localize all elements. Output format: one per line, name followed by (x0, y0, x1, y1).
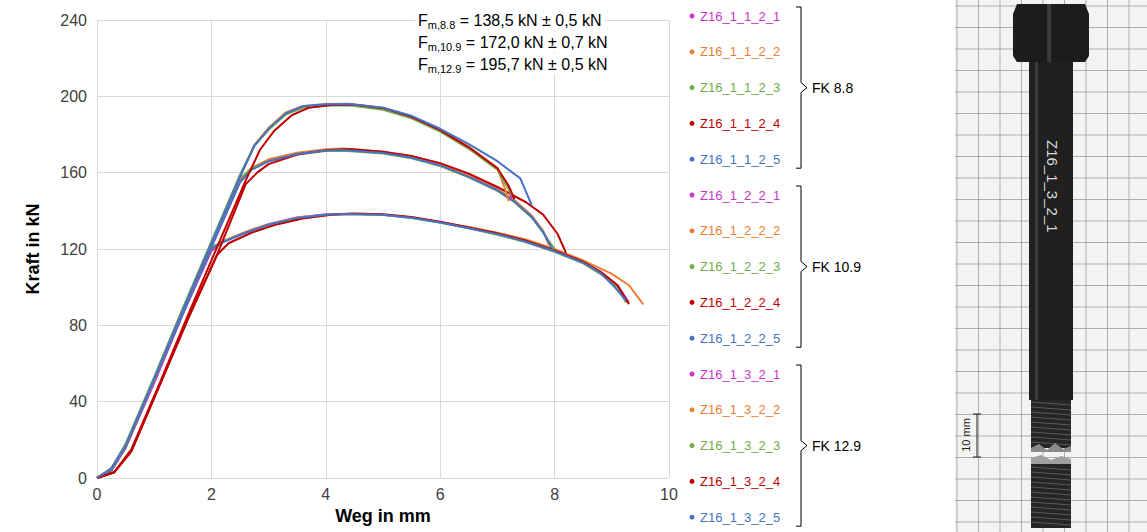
svg-text:Z16_1_3_2_1: Z16_1_3_2_1 (700, 367, 780, 382)
svg-text:8: 8 (550, 486, 559, 503)
svg-text:m,8.8: m,8.8 (428, 19, 456, 31)
svg-text:= 195,7 kN ± 0,5 kN: = 195,7 kN ± 0,5 kN (461, 56, 607, 73)
svg-text:Z16_1_1_2_1: Z16_1_1_2_1 (700, 9, 780, 24)
svg-text:Z16_1_3_2_2: Z16_1_3_2_2 (700, 402, 780, 417)
svg-text:Z16_1_3_2_4: Z16_1_3_2_4 (700, 474, 780, 489)
svg-text:m,12.9: m,12.9 (428, 63, 462, 75)
svg-text:240: 240 (60, 12, 87, 29)
svg-text:Z16_1_2_2_1: Z16_1_2_2_1 (700, 188, 780, 203)
svg-text:40: 40 (69, 393, 87, 410)
svg-text:120: 120 (60, 241, 87, 258)
svg-text:Weg in mm: Weg in mm (335, 506, 431, 526)
svg-text:Z16_1_2_2_4: Z16_1_2_2_4 (700, 295, 780, 310)
svg-text:4: 4 (321, 486, 330, 503)
svg-text:6: 6 (436, 486, 445, 503)
svg-text:Z16_1_3_2_5: Z16_1_3_2_5 (700, 510, 780, 525)
svg-text:FK 10.9: FK 10.9 (812, 259, 861, 275)
svg-text:Z16_1_1_2_5: Z16_1_1_2_5 (700, 152, 780, 167)
svg-text:Z16_1_1_2_4: Z16_1_1_2_4 (700, 116, 780, 131)
svg-text:Z16_1_3_2_1: Z16_1_3_2_1 (1044, 140, 1061, 233)
svg-text:0: 0 (93, 486, 102, 503)
svg-text:0: 0 (78, 470, 87, 487)
svg-text:160: 160 (60, 164, 87, 181)
svg-text:FK 12.9: FK 12.9 (812, 438, 861, 454)
svg-text:F: F (418, 34, 428, 51)
svg-text:m,10.9: m,10.9 (428, 41, 462, 53)
svg-text:= 138,5 kN ± 0,5 kN: = 138,5 kN ± 0,5 kN (455, 12, 601, 29)
svg-text:= 172,0 kN ± 0,7 kN: = 172,0 kN ± 0,7 kN (461, 34, 607, 51)
svg-text:200: 200 (60, 88, 87, 105)
svg-text:2: 2 (207, 486, 216, 503)
svg-text:Z16_1_1_2_2: Z16_1_1_2_2 (700, 44, 780, 59)
svg-text:10: 10 (660, 486, 678, 503)
svg-text:Z16_1_2_2_5: Z16_1_2_2_5 (700, 331, 780, 346)
svg-text:Z16_1_2_2_2: Z16_1_2_2_2 (700, 223, 780, 238)
svg-text:F: F (418, 56, 428, 73)
svg-text:80: 80 (69, 317, 87, 334)
svg-text:10 mm: 10 mm (960, 418, 972, 452)
svg-text:Z16_1_3_2_3: Z16_1_3_2_3 (700, 438, 780, 453)
svg-text:Z16_1_2_2_3: Z16_1_2_2_3 (700, 259, 780, 274)
svg-text:Kraft in kN: Kraft in kN (23, 203, 43, 294)
svg-text:Z16_1_1_2_3: Z16_1_1_2_3 (700, 80, 780, 95)
svg-text:F: F (418, 12, 428, 29)
svg-text:FK 8.8: FK 8.8 (812, 80, 853, 96)
